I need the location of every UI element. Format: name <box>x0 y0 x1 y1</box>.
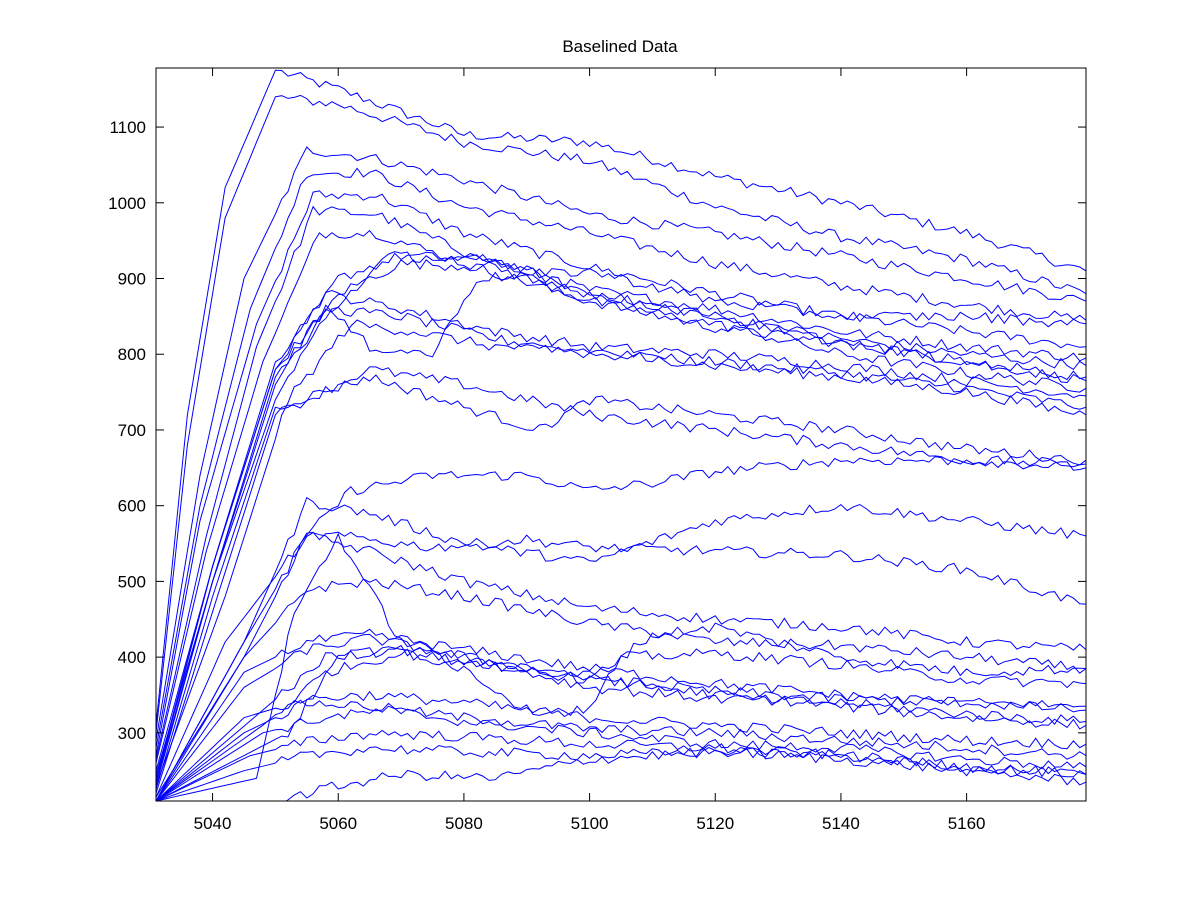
y-tick-label: 500 <box>118 572 146 591</box>
x-tick-label: 5160 <box>948 814 986 833</box>
series-line-19 <box>156 578 1086 801</box>
series-line-1 <box>156 69 1086 726</box>
x-tick-label: 5080 <box>445 814 483 833</box>
y-tick-label: 700 <box>118 421 146 440</box>
y-axis: 300 400 500 600 700 800 900 1000 1100 <box>108 118 1086 743</box>
x-axis: 5040 5060 5080 5100 5120 5140 5160 <box>194 68 986 833</box>
series-line-22 <box>156 644 1086 801</box>
series-line-15 <box>156 455 1086 798</box>
series-line-17 <box>156 531 1086 801</box>
series-line-10 <box>156 289 1086 779</box>
series-line-29 <box>156 746 1086 801</box>
series-line-26 <box>156 705 1086 801</box>
y-tick-label: 400 <box>118 648 146 667</box>
series-line-20 <box>156 628 1086 801</box>
plot-area-frame <box>155 67 1087 802</box>
x-tick-label: 5040 <box>194 814 232 833</box>
series-line-7 <box>156 229 1086 764</box>
series-line-25 <box>156 699 1086 801</box>
series-line-16 <box>156 496 1086 801</box>
x-tick-label: 5100 <box>571 814 609 833</box>
x-tick-label: 5060 <box>319 814 357 833</box>
series-line-5 <box>156 190 1086 756</box>
y-tick-label: 1100 <box>109 118 146 137</box>
series-line-4 <box>156 167 1086 749</box>
series-line-14 <box>156 366 1086 794</box>
series-line-9 <box>156 259 1086 775</box>
y-tick-label: 900 <box>118 270 146 289</box>
y-tick-label: 1000 <box>108 194 146 213</box>
y-tick-label: 300 <box>118 724 146 743</box>
y-tick-label: 800 <box>118 345 146 364</box>
series-line-12 <box>156 319 1086 787</box>
x-tick-label: 5120 <box>696 814 734 833</box>
series-line-3 <box>156 146 1086 741</box>
series-layer <box>156 69 1086 801</box>
series-line-23 <box>156 648 1086 801</box>
chart-title: Baselined Data <box>562 37 678 56</box>
series-line-27 <box>156 729 1086 801</box>
series-line-21 <box>156 633 1086 801</box>
series-line-2 <box>156 94 1086 733</box>
x-tick-label: 5140 <box>822 814 860 833</box>
series-line-33 <box>156 268 1086 783</box>
series-line-18 <box>156 532 1086 798</box>
series-line-32 <box>156 251 1086 787</box>
y-tick-label: 600 <box>118 497 146 516</box>
series-line-24 <box>156 690 1086 801</box>
series-line-13 <box>156 374 1086 790</box>
series-line-31 <box>156 646 1086 801</box>
